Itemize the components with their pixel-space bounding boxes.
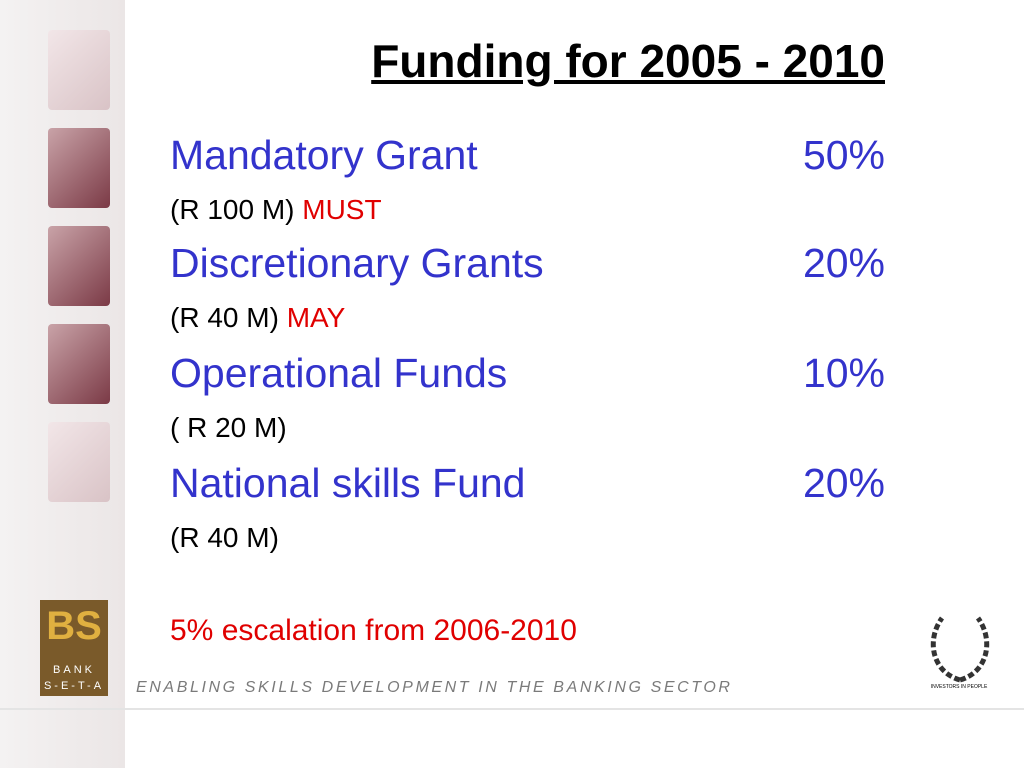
escalation-note: 5% escalation from 2006-2010 xyxy=(170,614,577,647)
item-amount: (R 40 M) xyxy=(170,302,279,333)
side-image xyxy=(48,128,110,208)
logo-text: BANK xyxy=(53,664,95,676)
item-percent: 20% xyxy=(802,460,885,506)
item-amount-line: (R 40 M) MAY xyxy=(170,302,345,334)
item-name: Operational Funds xyxy=(170,350,508,396)
side-image xyxy=(48,226,110,306)
item-name: National skills Fund xyxy=(170,460,526,506)
item-percent: 20% xyxy=(802,240,885,286)
side-image xyxy=(48,422,110,502)
logo xyxy=(40,600,108,696)
item-amount-line: (R 100 M) MUST xyxy=(170,194,382,226)
logo-text: S-E-T-A xyxy=(43,680,105,692)
side-image xyxy=(48,30,110,110)
title: Funding for 2005 - 2010 xyxy=(371,35,885,87)
item-name: Mandatory Grant xyxy=(170,132,478,178)
tagline: ENABLING SKILLS DEVELOPMENT IN THE BANKI… xyxy=(136,679,733,696)
footer-rule xyxy=(0,708,1024,710)
item-name: Discretionary Grants xyxy=(170,240,544,286)
item-amount: ( R 20 M) xyxy=(170,412,287,443)
logo-mark: BS xyxy=(46,604,102,648)
item-percent: 50% xyxy=(802,132,885,178)
item-amount: (R 100 M) xyxy=(170,194,295,225)
side-image xyxy=(48,324,110,404)
badge-wreath xyxy=(930,616,990,683)
item-note: MUST xyxy=(302,194,382,225)
item-percent: 10% xyxy=(802,350,885,396)
badge-text: INVESTORS IN PEOPLE xyxy=(930,684,988,690)
item-note: MAY xyxy=(286,302,346,333)
item-amount: (R 40 M) xyxy=(170,522,279,553)
